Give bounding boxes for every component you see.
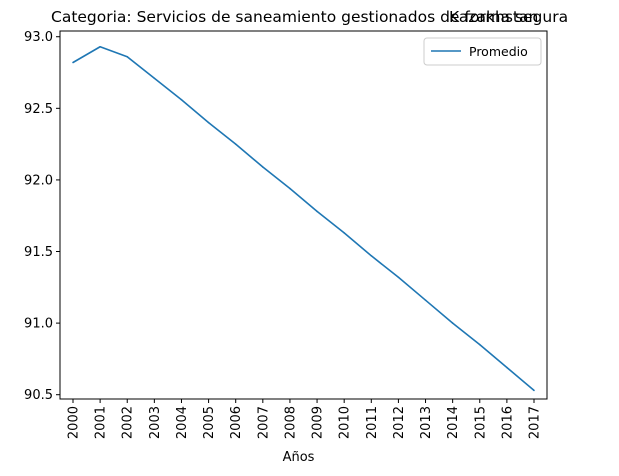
data-point <box>370 255 373 257</box>
data-point <box>424 299 427 301</box>
legend-box <box>423 37 542 66</box>
x-tick-label: 2010 <box>338 406 353 439</box>
x-tick-label: 2015 <box>473 406 488 439</box>
x-tick-label: 2007 <box>256 406 271 439</box>
data-point <box>533 389 535 392</box>
x-tick-label: 2004 <box>175 406 190 439</box>
x-tick-label: 2017 <box>528 406 543 439</box>
data-point <box>289 187 291 190</box>
x-tick-label: 2009 <box>311 406 326 439</box>
data-point <box>207 121 210 124</box>
x-axis: 2000 2001 2002 2003 2004 2005 2006 2007 2008 2009… <box>67 399 543 439</box>
y-tick-label: 92.5 <box>24 102 53 117</box>
data-point <box>397 276 400 279</box>
data-point <box>262 166 264 168</box>
x-tick-label: 2002 <box>121 406 136 439</box>
data-point <box>316 210 318 213</box>
data-point <box>72 61 74 64</box>
x-tick-label: 2008 <box>283 406 298 439</box>
x-tick-label: 2011 <box>365 406 380 439</box>
data-point <box>451 322 454 324</box>
x-tick-label: 2001 <box>94 406 109 439</box>
y-tick-label: 92.0 <box>24 173 53 188</box>
x-tick-label: 2013 <box>419 406 434 439</box>
chart-subtitle-country: Kazakhstan <box>449 8 539 26</box>
data-point <box>506 366 508 369</box>
x-tick-label: 2005 <box>202 406 217 439</box>
x-tick-label: 2014 <box>446 406 461 439</box>
data-point <box>126 55 129 58</box>
y-tick-label: 93.0 <box>24 30 53 45</box>
plot-area-frame <box>59 30 548 400</box>
chart-title: Categoria: Servicios de saneamiento gest… <box>51 8 569 26</box>
series-line-promedio <box>72 45 535 392</box>
data-point <box>478 343 481 346</box>
x-tick-label: 2016 <box>500 406 515 439</box>
y-axis: 90.5 91.0 91.5 92.0 92.5 93.0 <box>24 30 60 403</box>
x-tick-label: 2000 <box>67 406 82 439</box>
x-tick-label: 2006 <box>229 406 244 439</box>
data-point <box>180 98 183 101</box>
series-layer <box>72 45 535 392</box>
legend-label-promedio: Promedio <box>469 44 528 59</box>
x-tick-label: 2003 <box>148 406 163 439</box>
x-axis-label: Años <box>282 450 315 465</box>
data-point <box>99 45 101 48</box>
y-tick-label: 91.0 <box>24 317 53 332</box>
data-point <box>343 232 345 234</box>
y-tick-label: 91.5 <box>24 245 53 260</box>
data-point <box>153 77 156 80</box>
legend: Promedio <box>423 37 542 66</box>
data-point <box>234 143 237 145</box>
y-tick-label: 90.5 <box>24 388 53 403</box>
x-tick-label: 2012 <box>392 406 407 439</box>
